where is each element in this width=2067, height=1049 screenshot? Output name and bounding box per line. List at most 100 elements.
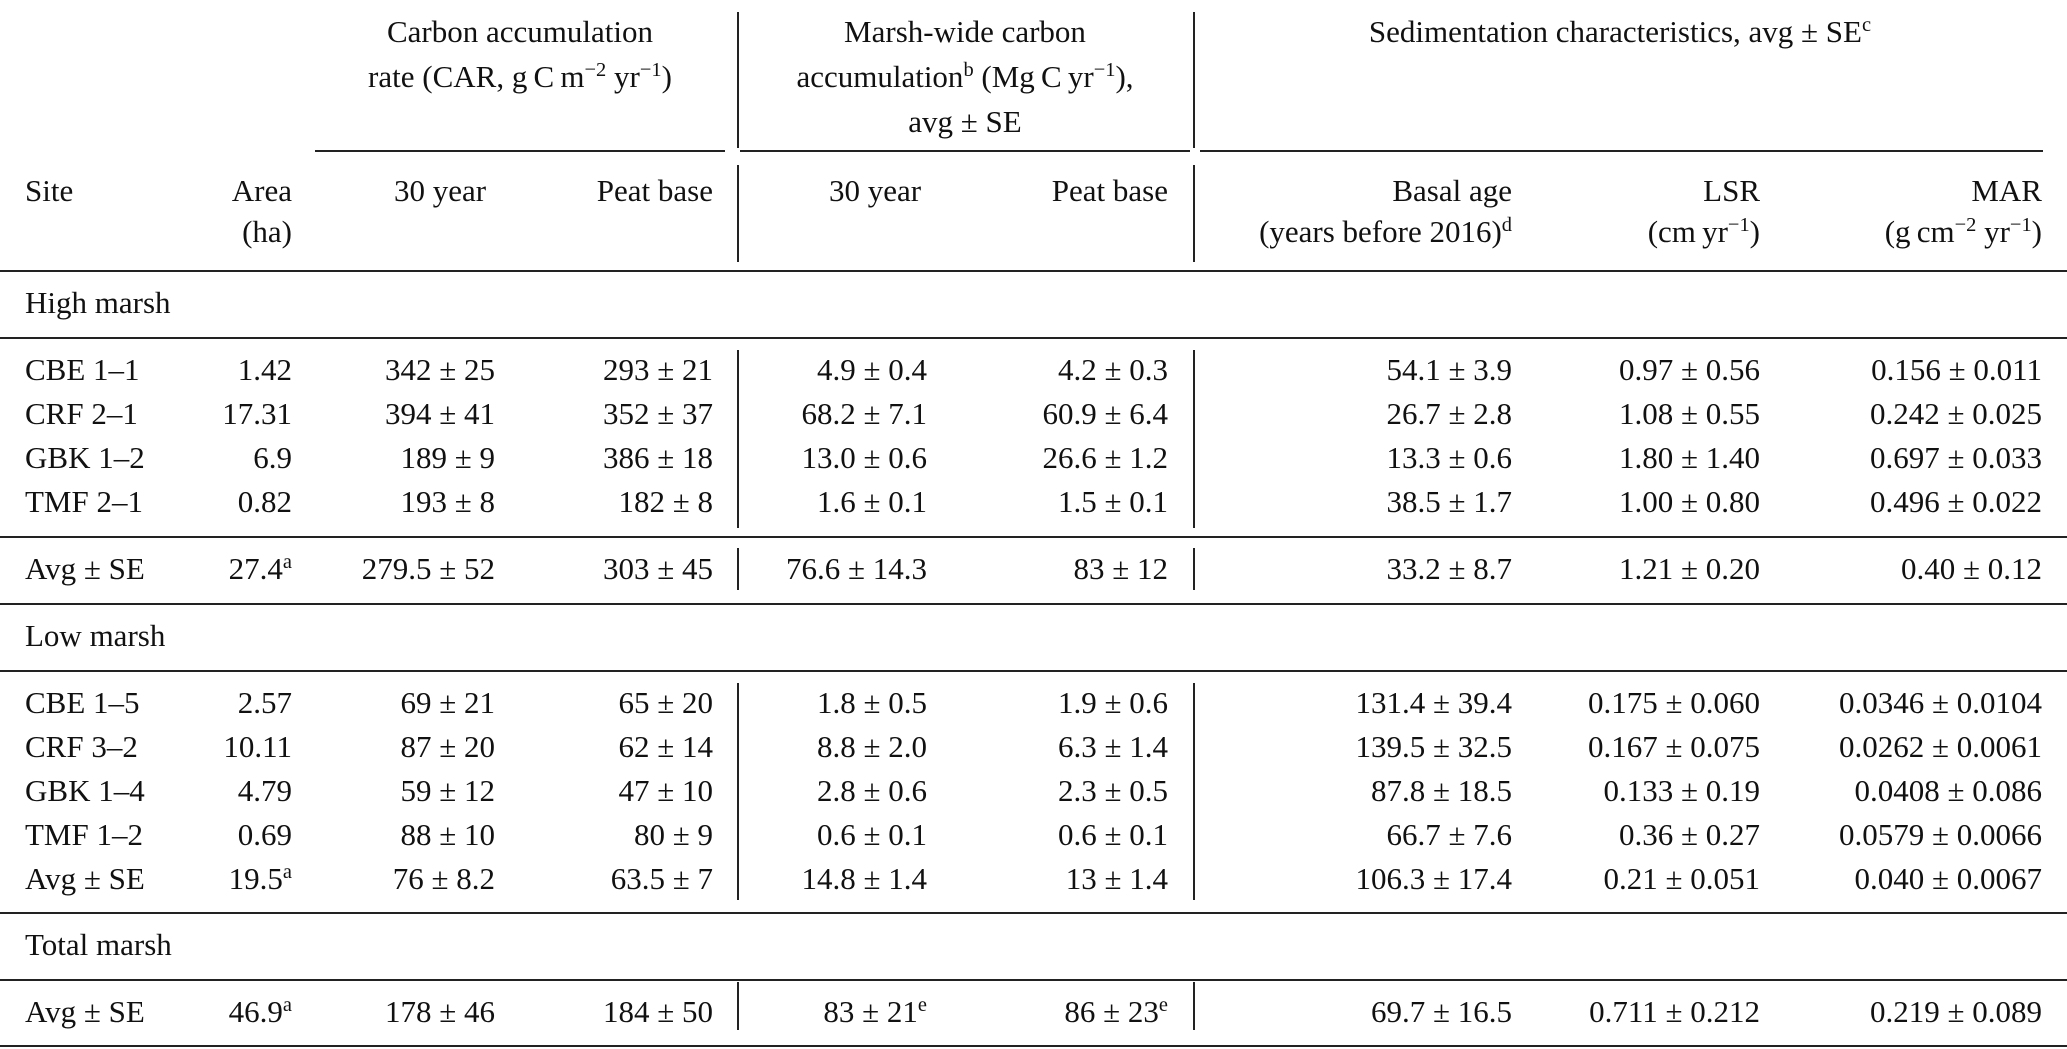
cell-mwpeat: 83 ± 12	[1073, 551, 1168, 586]
cell-basal: 13.3 ± 0.6	[1386, 440, 1512, 475]
section-low-marsh: Low marsh	[25, 618, 166, 653]
cell-site: GBK 1–4	[25, 773, 145, 808]
cell-car30: 76 ± 8.2	[392, 861, 495, 896]
cell-lsr: 0.711 ± 0.212	[1589, 994, 1760, 1029]
cell-carpeat: 63.5 ± 7	[610, 861, 713, 896]
cell-mwpeat: 4.2 ± 0.3	[1057, 352, 1168, 387]
cell-basal: 69.7 ± 16.5	[1370, 994, 1512, 1029]
column-separator	[1193, 548, 1195, 590]
cell-car30: 59 ± 12	[400, 773, 495, 808]
rule-car-group	[315, 150, 725, 152]
header-marsh-wide-group: Marsh-wide carbon accumulationb (Mg C yr…	[740, 16, 1190, 137]
column-separator	[1193, 165, 1195, 262]
cell-mwpeat: 0.6 ± 0.1	[1057, 817, 1168, 852]
rule-mw-group	[740, 150, 1190, 152]
cell-lsr: 0.133 ± 0.19	[1603, 773, 1760, 808]
col-header-mw-30: 30 year	[828, 173, 922, 208]
cell-carpeat: 184 ± 50	[602, 994, 713, 1029]
header-mw-line1: Marsh-wide carbon	[844, 14, 1086, 49]
cell-carpeat: 352 ± 37	[602, 396, 713, 431]
rule-low-top	[0, 603, 2067, 605]
column-separator	[1193, 12, 1195, 148]
cell-carpeat: 303 ± 45	[602, 551, 713, 586]
rule-total-section	[0, 979, 2067, 981]
rule-high-section	[0, 337, 2067, 339]
cell-mw30: 68.2 ± 7.1	[801, 396, 927, 431]
cell-site: Avg ± SE	[25, 861, 145, 896]
cell-mwpeat: 86 ± 23e	[1064, 993, 1168, 1029]
cell-site: CRF 3–2	[25, 729, 138, 764]
rule-bottom	[0, 1045, 2067, 1047]
cell-mw30: 4.9 ± 0.4	[816, 352, 927, 387]
col-header-car-30: 30 year	[393, 173, 487, 208]
cell-carpeat: 47 ± 10	[618, 773, 713, 808]
cell-lsr: 1.00 ± 0.80	[1618, 484, 1760, 519]
column-separator	[1193, 982, 1195, 1030]
header-sedimentation-group: Sedimentation characteristics, avg ± SEc	[1368, 13, 1872, 49]
cell-mar: 0.0346 ± 0.0104	[1838, 685, 2042, 720]
cell-basal: 66.7 ± 7.6	[1386, 817, 1512, 852]
cell-lsr: 0.167 ± 0.075	[1587, 729, 1760, 764]
cell-car30: 88 ± 10	[400, 817, 495, 852]
cell-car30: 279.5 ± 52	[361, 551, 495, 586]
cell-mar: 0.0262 ± 0.0061	[1838, 729, 2042, 764]
cell-mar: 0.0579 ± 0.0066	[1838, 817, 2042, 852]
cell-site: CRF 2–1	[25, 396, 138, 431]
column-separator	[737, 350, 739, 528]
column-separator	[737, 683, 739, 900]
col-header-area: Area (ha)	[231, 173, 292, 249]
cell-mw30: 14.8 ± 1.4	[801, 861, 927, 896]
rule-sed-group	[1200, 150, 2043, 152]
cell-site: TMF 1–2	[25, 817, 143, 852]
cell-mwpeat: 1.9 ± 0.6	[1057, 685, 1168, 720]
cell-mar: 0.219 ± 0.089	[1869, 994, 2042, 1029]
cell-car30: 394 ± 41	[384, 396, 495, 431]
cell-lsr: 1.80 ± 1.40	[1618, 440, 1760, 475]
header-mw-line3: avg ± SE	[908, 104, 1022, 139]
cell-area: 6.9	[253, 440, 292, 475]
cell-mwpeat: 2.3 ± 0.5	[1057, 773, 1168, 808]
cell-mwpeat: 1.5 ± 0.1	[1057, 484, 1168, 519]
rule-high-avg-top	[0, 536, 2067, 538]
cell-lsr: 0.21 ± 0.051	[1603, 861, 1760, 896]
cell-mwpeat: 60.9 ± 6.4	[1042, 396, 1168, 431]
cell-carpeat: 293 ± 21	[602, 352, 713, 387]
cell-lsr: 0.175 ± 0.060	[1587, 685, 1760, 720]
cell-mw30: 76.6 ± 14.3	[785, 551, 927, 586]
cell-mar: 0.040 ± 0.0067	[1854, 861, 2042, 896]
cell-basal: 26.7 ± 2.8	[1386, 396, 1512, 431]
header-car-line2: rate (CAR, g C m−2 yr−1)	[368, 58, 672, 94]
col-header-basal: Basal age (years before 2016)d	[1259, 173, 1512, 249]
cell-carpeat: 182 ± 8	[618, 484, 713, 519]
cell-site: TMF 2–1	[25, 484, 143, 519]
cell-carpeat: 62 ± 14	[618, 729, 713, 764]
cell-area: 17.31	[222, 396, 292, 431]
column-separator	[1193, 683, 1195, 900]
cell-car30: 189 ± 9	[400, 440, 495, 475]
col-header-mar: MAR (g cm−2 yr−1)	[1884, 173, 2042, 249]
cell-area: 1.42	[237, 352, 292, 387]
cell-lsr: 0.97 ± 0.56	[1618, 352, 1760, 387]
cell-area: 46.9a	[228, 993, 292, 1029]
col-header-lsr: LSR (cm yr−1)	[1647, 173, 1760, 249]
cell-mwpeat: 26.6 ± 1.2	[1042, 440, 1168, 475]
cell-mw30: 8.8 ± 2.0	[816, 729, 927, 764]
cell-car30: 87 ± 20	[400, 729, 495, 764]
cell-lsr: 0.36 ± 0.27	[1618, 817, 1760, 852]
cell-basal: 54.1 ± 3.9	[1386, 352, 1512, 387]
cell-basal: 131.4 ± 39.4	[1355, 685, 1512, 720]
cell-car30: 342 ± 25	[384, 352, 495, 387]
cell-mar: 0.156 ± 0.011	[1871, 352, 2042, 387]
header-car-group: Carbon accumulation rate (CAR, g C m−2 y…	[315, 16, 725, 92]
cell-area: 10.11	[223, 729, 292, 764]
column-separator	[737, 548, 739, 590]
header-mw-line2: accumulationb (Mg C yr−1),	[796, 58, 1134, 94]
cell-mwpeat: 6.3 ± 1.4	[1057, 729, 1168, 764]
column-separator	[737, 982, 739, 1030]
column-separator	[737, 165, 739, 262]
rule-low-section	[0, 670, 2067, 672]
section-high-marsh: High marsh	[25, 285, 171, 320]
cell-area: 19.5a	[228, 860, 292, 896]
cell-mw30: 0.6 ± 0.1	[816, 817, 927, 852]
col-header-mw-peat: Peat base	[1051, 173, 1168, 208]
